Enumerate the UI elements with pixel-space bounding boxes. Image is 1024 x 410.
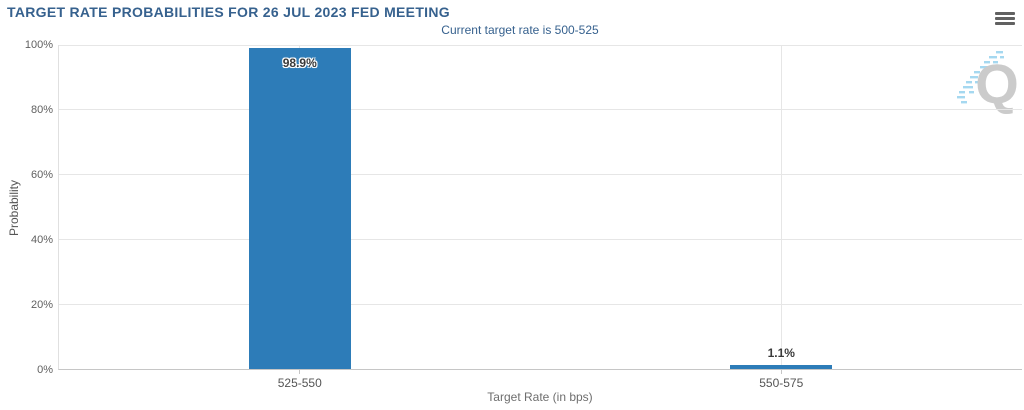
y-gridline <box>59 109 1022 110</box>
y-gridline <box>59 239 1022 240</box>
x-gridline <box>780 45 782 369</box>
x-axis-tick <box>299 369 301 374</box>
y-gridline <box>59 174 1022 175</box>
y-gridline <box>59 304 1022 305</box>
y-tick-label: 0% <box>37 364 53 376</box>
y-gridline <box>59 45 1022 46</box>
bar-value-label: 98.9% <box>282 55 317 70</box>
hamburger-menu-icon <box>995 10 1015 27</box>
x-axis-title: Target Rate (in bps) <box>487 390 593 404</box>
y-tick-label: 60% <box>30 169 53 181</box>
y-tick-label: 40% <box>30 234 53 246</box>
chart-subtitle: Current target rate is 500-525 <box>441 23 599 37</box>
y-tick-label: 80% <box>30 104 53 116</box>
y-tick-label: 100% <box>24 39 53 51</box>
bar-value-label: 1.1% <box>767 346 795 361</box>
x-category-label: 525-550 <box>277 376 322 390</box>
chart-context-menu-button[interactable] <box>993 7 1017 29</box>
x-axis-tick <box>780 369 782 374</box>
plot-area: 0% 20% 40% 60% 80% 100% 98.9% 525-550 1.1% 550-57… <box>25 39 1022 390</box>
y-tick-label: 20% <box>30 299 53 311</box>
x-category-label: 550-575 <box>759 376 804 390</box>
probability-bar[interactable] <box>248 47 351 369</box>
chart-title: TARGET RATE PROBABILITIES FOR 26 JUL 202… <box>7 4 450 20</box>
y-axis-title: Probability <box>7 179 21 237</box>
probability-bar[interactable] <box>730 365 833 369</box>
